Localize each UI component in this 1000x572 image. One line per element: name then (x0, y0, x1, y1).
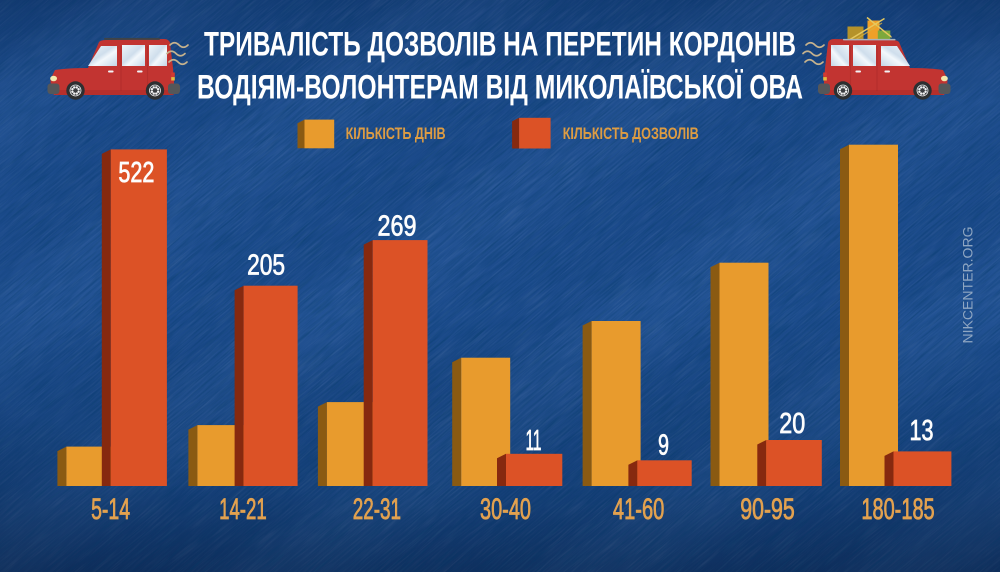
svg-text:22-31: 22-31 (353, 493, 401, 526)
svg-text:11: 11 (526, 425, 542, 457)
svg-text:NIKCENTER.ORG: NIKCENTER.ORG (960, 227, 976, 344)
svg-text:30-40: 30-40 (480, 493, 531, 526)
svg-text:205: 205 (247, 250, 285, 282)
svg-text:КІЛЬКІСТЬ ДНІВ: КІЛЬКІСТЬ ДНІВ (346, 125, 446, 143)
svg-text:ВОДІЯМ-ВОЛОНТЕРАМ ВІД МИКОЛАЇВ: ВОДІЯМ-ВОЛОНТЕРАМ ВІД МИКОЛАЇВСЬКОЇ ОВА (197, 69, 803, 107)
svg-text:522: 522 (118, 157, 154, 189)
svg-text:5-14: 5-14 (91, 493, 130, 526)
svg-text:ТРИВАЛІСТЬ ДОЗВОЛІВ НА ПЕРЕТИН: ТРИВАЛІСТЬ ДОЗВОЛІВ НА ПЕРЕТИН КОРДОНІВ (204, 26, 796, 64)
svg-text:14-21: 14-21 (219, 493, 267, 526)
svg-text:90-95: 90-95 (740, 493, 794, 526)
svg-text:180-185: 180-185 (861, 493, 934, 526)
svg-text:13: 13 (910, 415, 934, 447)
svg-text:20: 20 (779, 408, 805, 440)
svg-text:9: 9 (658, 429, 669, 461)
svg-text:269: 269 (378, 210, 417, 242)
svg-text:КІЛЬКІСТЬ ДОЗВОЛІВ: КІЛЬКІСТЬ ДОЗВОЛІВ (563, 125, 699, 143)
svg-text:41-60: 41-60 (613, 493, 664, 526)
